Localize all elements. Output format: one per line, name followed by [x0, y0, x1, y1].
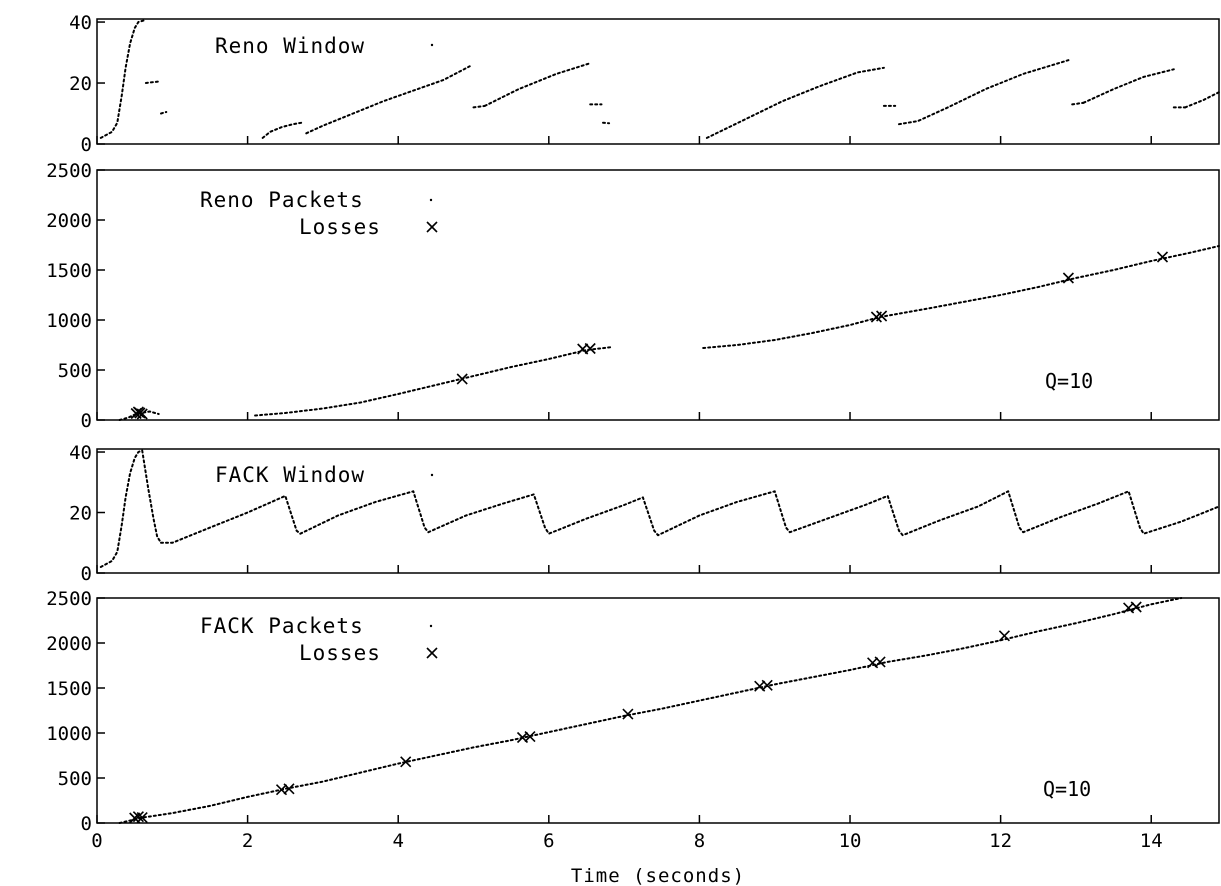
legend-reno-packets: Reno Packets — [200, 188, 364, 212]
series-reno-window-reno-window-segment-12 — [1071, 101, 1085, 106]
loss-marker-reno-packets-10 — [1156, 251, 1169, 263]
legend-reno-window: Reno Window — [215, 34, 365, 58]
series-reno-window-reno-window-segment-5 — [472, 104, 486, 109]
y-tick-label: 20 — [69, 73, 92, 95]
series-reno-packets-reno-packets-segment-2 — [702, 245, 1220, 349]
series-reno-window-reno-window-segment-4 — [305, 65, 471, 135]
legend-marker-reno-packets — [429, 198, 433, 202]
loss-marker-fack-packets-12 — [874, 656, 886, 668]
legend-fack-losses: Losses — [299, 641, 381, 665]
y-tick-label: 0 — [81, 410, 92, 432]
legend-fack-window: FACK Window — [215, 463, 365, 487]
legend-marker-reno-window — [430, 43, 434, 47]
y-tick-label: 2500 — [46, 588, 92, 610]
x-tick-label: 8 — [694, 830, 705, 852]
x-tick-label: 6 — [543, 830, 554, 852]
y-tick-label: 1500 — [46, 678, 92, 700]
legend-reno-losses: Losses — [299, 215, 381, 239]
y-tick-label: 2000 — [46, 633, 92, 655]
series-reno-window-reno-window-segment-0 — [99, 19, 145, 139]
loss-marker-fack-packets-8 — [622, 708, 634, 720]
series-reno-window-reno-window-segment-6 — [483, 62, 592, 107]
legend-fack-packets: FACK Packets — [200, 614, 364, 638]
y-tick-label: 0 — [81, 563, 92, 585]
series-fack-packets-fack-packets-segment-0 — [118, 597, 1183, 824]
loss-marker-fack-packets-10 — [761, 679, 773, 691]
legend-marker-fack-losses — [426, 647, 438, 659]
x-tick-label: 12 — [989, 830, 1012, 852]
x-tick-label: 4 — [392, 830, 403, 852]
loss-marker-fack-packets-1 — [132, 811, 144, 823]
series-reno-window-reno-window-segment-2 — [160, 111, 168, 115]
y-tick-label: 1000 — [46, 310, 92, 332]
loss-marker-fack-packets-2 — [136, 812, 148, 824]
loss-marker-reno-packets-6 — [584, 342, 596, 355]
loss-marker-reno-packets-9 — [1062, 272, 1074, 284]
y-tick-label: 0 — [81, 813, 92, 835]
y-tick-label: 2500 — [46, 160, 92, 182]
panel-reno-packets: 0 500 1000 1500 2000 2500 — [46, 160, 1220, 432]
legend-marker-fack-window — [430, 473, 434, 477]
annotation-q10-reno: Q=10 — [1045, 369, 1093, 393]
x-tick-label: 0 — [91, 830, 102, 852]
plot-frame-reno-window — [96, 18, 1220, 145]
series-reno-packets-reno-packets-segment-1 — [254, 346, 614, 417]
loss-marker-fack-packets-13 — [998, 630, 1010, 642]
y-tick-label: 500 — [58, 360, 92, 382]
series-reno-window-reno-window-segment-8 — [602, 121, 611, 125]
x-tick-label: 10 — [839, 830, 862, 852]
y-tick-label: 1000 — [46, 723, 92, 745]
series-reno-window-reno-window-segment-15 — [1184, 91, 1220, 109]
y-tick-label: 0 — [81, 134, 92, 156]
loss-marker-fack-packets-15 — [1130, 601, 1142, 613]
loss-marker-fack-packets-5 — [400, 756, 412, 768]
plot-frame-reno-packets — [96, 169, 1220, 421]
legend-marker-reno-losses — [426, 221, 438, 233]
y-tick-label: 500 — [58, 768, 92, 790]
loss-marker-reno-packets-8 — [876, 310, 888, 322]
series-reno-window-reno-window-segment-1 — [144, 80, 160, 84]
panel-reno-window: 0 20 40 — [69, 12, 1220, 156]
series-reno-window-reno-window-segment-3 — [261, 121, 303, 139]
series-fack-window-fack-window-segment-1 — [160, 490, 1220, 544]
series-fack-window-fack-window-segment-0 — [99, 449, 162, 568]
loss-marker-fack-packets-7 — [524, 731, 536, 743]
legend-marker-fack-packets — [429, 624, 433, 628]
x-tick-label: 2 — [242, 830, 253, 852]
annotation-q10-fack: Q=10 — [1043, 777, 1091, 801]
y-tick-label: 2000 — [46, 210, 92, 232]
x-tick-label: 14 — [1140, 830, 1163, 852]
loss-marker-reno-packets-4 — [456, 373, 468, 385]
y-tick-label: 40 — [69, 12, 92, 34]
plot-frame-fack-packets — [96, 597, 1220, 824]
y-tick-label: 20 — [69, 503, 92, 525]
panel-fack-window: 0 20 40 — [69, 442, 1220, 585]
loss-marker-reno-packets-2 — [134, 407, 146, 419]
series-reno-window-reno-window-segment-9 — [705, 66, 885, 139]
series-reno-window-reno-window-segment-11 — [898, 59, 1070, 126]
x-axis-title: Time (seconds) — [571, 865, 745, 886]
panel-fack-packets: 0 500 1000 1500 2000 2500 0 2 4 6 8 10 12 14 — [46, 588, 1220, 852]
plot-frame-fack-window — [96, 448, 1220, 574]
loss-marker-fack-packets-4 — [283, 783, 295, 795]
y-tick-label: 1500 — [46, 260, 92, 282]
loss-marker-reno-packets-3 — [136, 408, 148, 420]
y-tick-label: 40 — [69, 442, 92, 464]
series-reno-window-reno-window-segment-13 — [1082, 68, 1175, 104]
